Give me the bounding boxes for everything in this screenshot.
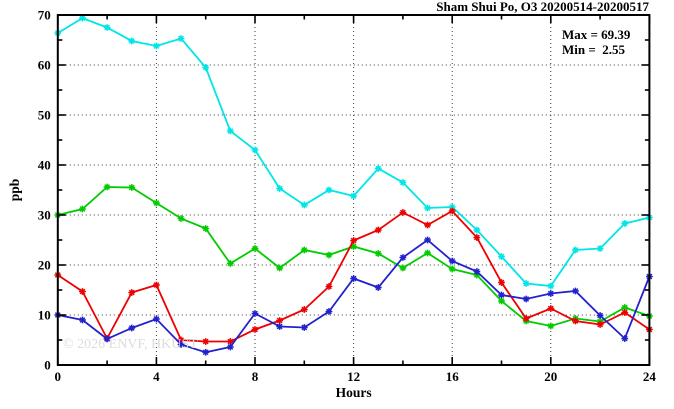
min-value-label: Min = 2.55	[562, 42, 626, 57]
grid-layer	[57, 15, 650, 365]
y-tick-label-40: 40	[38, 158, 51, 173]
x-axis-title: Hours	[336, 385, 372, 400]
y-axis-title: ppb	[7, 179, 22, 202]
y-tick-label-0: 0	[44, 358, 51, 373]
max-value-label: Max = 69.39	[562, 27, 631, 42]
chart-title: Sham Shui Po, O3 20200514-20200517	[436, 0, 649, 14]
x-tick-label-8: 8	[252, 369, 259, 384]
y-tick-label-10: 10	[38, 308, 51, 323]
y-tick-label-70: 70	[38, 8, 51, 23]
tick-label-layer: 0 4 8 12 16 20 24 0 10 20 30 40 50 60 70	[38, 8, 657, 385]
frame-layer	[56, 14, 651, 366]
x-tick-label-12: 12	[347, 369, 360, 384]
y-tick-label-20: 20	[38, 258, 51, 273]
x-tick-label-4: 4	[153, 369, 160, 384]
y-tick-label-30: 30	[38, 208, 51, 223]
series-layer	[54, 14, 653, 356]
x-tick-label-16: 16	[446, 369, 460, 384]
y-tick-label-50: 50	[38, 108, 51, 123]
x-tick-label-0: 0	[55, 369, 62, 384]
y-tick-label-60: 60	[38, 58, 51, 73]
x-tick-label-24: 24	[643, 369, 657, 384]
watermark: © 2026 ENVF, HKUST	[63, 337, 198, 352]
x-tick-label-20: 20	[544, 369, 557, 384]
